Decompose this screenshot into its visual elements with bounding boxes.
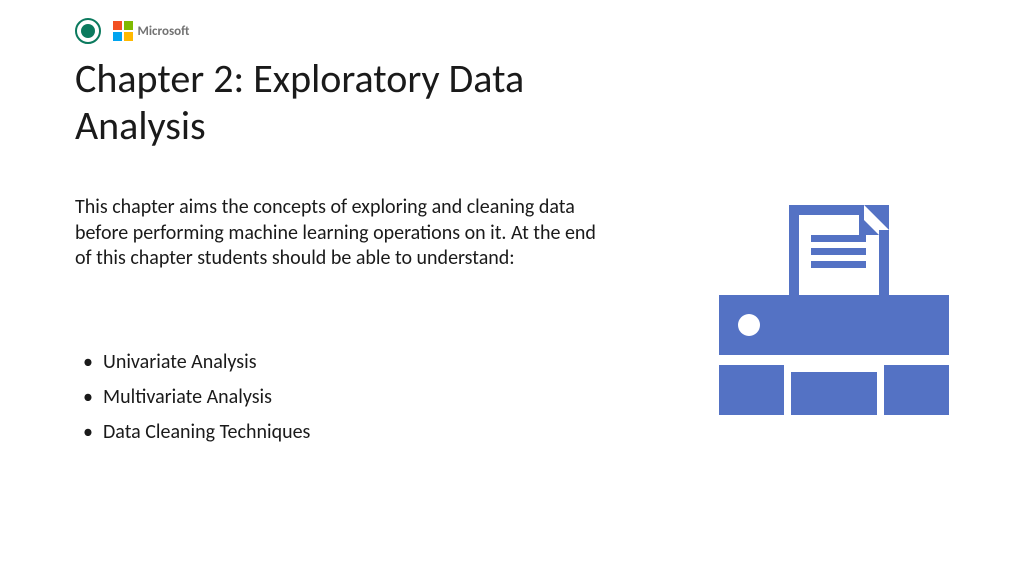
page-title: Chapter 2: Exploratory Data Analysis [75, 55, 635, 149]
list-item: Data Cleaning Techniques [75, 415, 310, 450]
microsoft-logo: Microsoft [113, 21, 189, 41]
microsoft-label: Microsoft [138, 24, 190, 39]
list-item: Univariate Analysis [75, 345, 310, 380]
intro-paragraph: This chapter aims the concepts of explor… [75, 195, 605, 272]
list-item: Multivariate Analysis [75, 380, 310, 415]
bullet-list: Univariate Analysis Multivariate Analysi… [75, 345, 310, 450]
printer-illustration-icon [699, 200, 969, 430]
header-logos: Microsoft [75, 18, 189, 44]
microsoft-squares-icon [113, 21, 133, 41]
university-logo-icon [75, 18, 101, 44]
